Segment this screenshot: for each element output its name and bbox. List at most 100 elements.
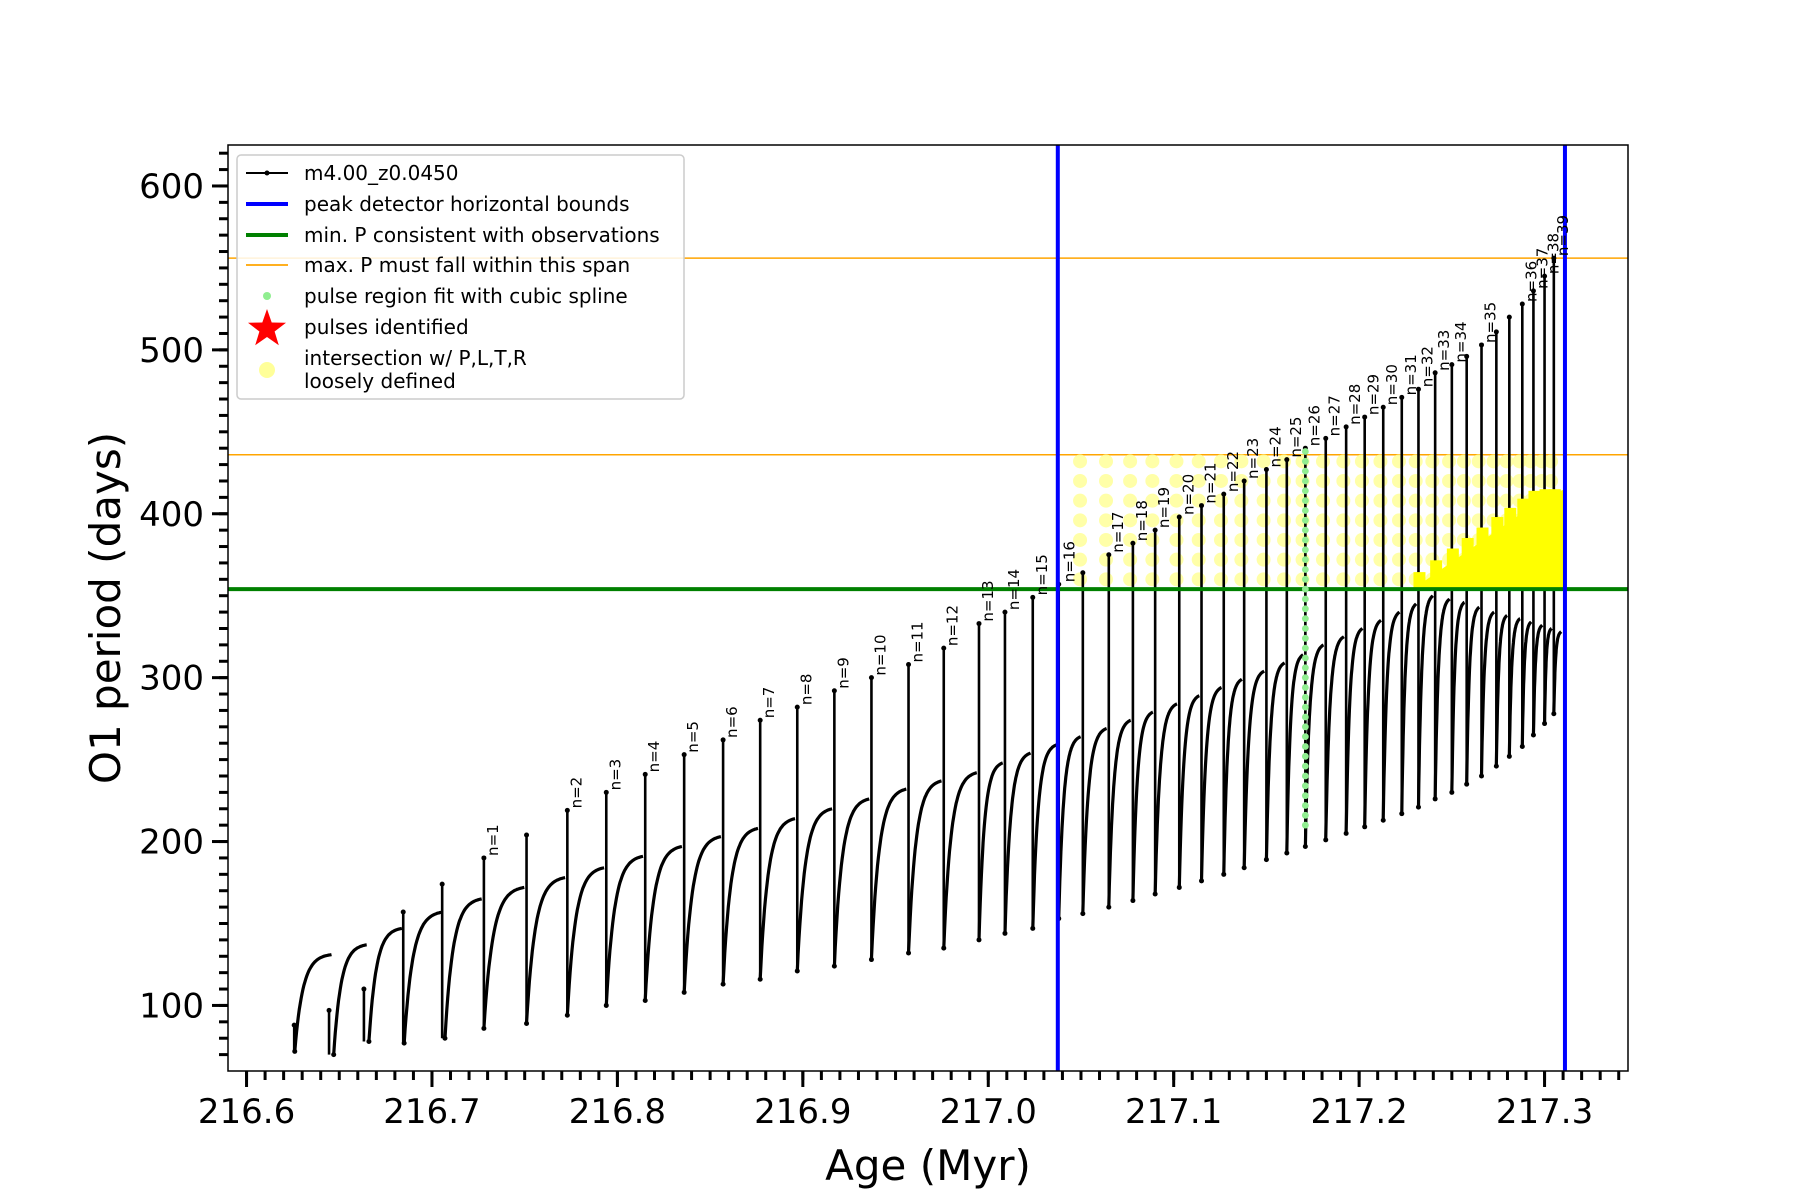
pulse-label: n=37 [1533, 248, 1551, 289]
loose-intersection-point [1213, 513, 1228, 528]
spline-fit-point [1301, 782, 1309, 790]
loose-intersection-point [1073, 473, 1088, 488]
spike-point [720, 737, 726, 743]
loose-intersection-point [1373, 572, 1388, 587]
spike-point [1284, 457, 1290, 463]
x-tick-label: 217.1 [1125, 1092, 1222, 1132]
pulse-curve [604, 854, 644, 1006]
spike-point [1343, 424, 1349, 430]
spike-point [1221, 491, 1227, 497]
loose-intersection-point [1425, 454, 1440, 469]
loose-intersection-point [1315, 513, 1330, 528]
x-tick-label: 217.3 [1496, 1092, 1593, 1132]
loose-intersection-point [1145, 513, 1160, 528]
pulse-label: n=26 [1305, 405, 1323, 446]
loose-intersection-point [1191, 532, 1206, 547]
pulse-label: n=4 [645, 741, 663, 773]
loose-intersection-point [1391, 454, 1406, 469]
spline-fit-point [1301, 467, 1309, 475]
spline-fit-point [1301, 684, 1309, 691]
loose-intersection-point [1145, 552, 1160, 567]
loose-intersection-point [1099, 532, 1114, 547]
loose-intersection-point [1191, 552, 1206, 567]
loose-intersection-point [1486, 473, 1501, 488]
spline-fit-point [1301, 477, 1309, 485]
x-tick-label: 216.6 [198, 1092, 295, 1132]
spline-fit-point [1301, 457, 1309, 465]
spline-fit-point [1301, 526, 1309, 534]
legend-swatch-circle [259, 362, 275, 378]
pulse-label: n=16 [1061, 541, 1079, 582]
pulse-curve [1400, 602, 1418, 814]
loose-intersection-point [1408, 454, 1423, 469]
loose-intersection-point [1486, 454, 1501, 469]
pulse-curve [643, 844, 683, 1001]
loose-intersection-point [1099, 513, 1114, 528]
spline-fit-point [1301, 615, 1309, 623]
pulse-label: n=22 [1224, 451, 1242, 492]
loose-intersection-point [1373, 454, 1388, 469]
pulse-curve [565, 866, 605, 1016]
pulse-curve [1303, 643, 1325, 847]
loose-intersection-point [1256, 572, 1271, 587]
spline-fit-point [1301, 546, 1309, 554]
loose-intersection-point [1256, 552, 1271, 567]
pulse-label: n=13 [979, 580, 997, 621]
pulse-curve [1031, 743, 1058, 929]
legend-swatch-dot [263, 292, 271, 300]
spike-point [400, 909, 406, 915]
loose-intersection-point [1391, 493, 1406, 508]
loose-intersection-point [1471, 473, 1486, 488]
loose-intersection-point [1354, 532, 1369, 547]
loose-intersection-point [1256, 513, 1271, 528]
spline-fit-point [1301, 516, 1309, 524]
spline-fit-point [1301, 703, 1309, 711]
pulse-curve [1416, 594, 1435, 808]
pulse-label: n=20 [1179, 474, 1197, 515]
pulse-curve [832, 797, 870, 967]
x-tick-label: 217.0 [940, 1092, 1037, 1132]
loose-intersection-point [1169, 532, 1184, 547]
pulse-curve [977, 761, 1004, 940]
loose-intersection-point [1123, 454, 1138, 469]
loose-intersection-point [1336, 572, 1351, 587]
spline-fit-point [1301, 664, 1309, 672]
loose-intersection-point [1442, 532, 1457, 547]
loose-intersection-point [1073, 532, 1088, 547]
loose-intersection-point [1169, 493, 1184, 508]
loose-intersection-point [1486, 493, 1501, 508]
loose-intersection-point [1277, 493, 1292, 508]
loose-intersection-point [1315, 552, 1330, 567]
pulse-curve [1285, 653, 1305, 854]
pulse-label: n=9 [834, 657, 852, 689]
loose-intersection-point [1336, 473, 1351, 488]
pulse-label: n=36 [1522, 261, 1540, 302]
pulse-curve [1494, 614, 1508, 767]
spline-fit-point [1301, 575, 1309, 583]
spline-fit-point [1301, 792, 1309, 800]
spike-point [439, 881, 445, 887]
spline-fit-point [1301, 723, 1309, 731]
spline-fit-group [1301, 448, 1309, 829]
spike-point [1030, 594, 1036, 600]
pulse-curve [758, 817, 796, 980]
pulse-label: n=23 [1244, 438, 1262, 479]
loose-intersection-point [1213, 473, 1228, 488]
legend-star-icon [248, 309, 286, 346]
pulse-curve [367, 926, 403, 1042]
y-axis-title: O1 period (days) [81, 432, 130, 784]
pulse-curve [1507, 617, 1521, 757]
loose-intersection-point [1234, 454, 1249, 469]
loose-intersection-point [1408, 532, 1423, 547]
loose-intersection-point [1169, 454, 1184, 469]
pulse-label: n=17 [1109, 512, 1127, 553]
pulse-point [331, 1052, 337, 1058]
pulse-label: n=12 [944, 605, 962, 646]
pulse-curve [1479, 610, 1495, 777]
loose-intersection-point [1425, 532, 1440, 547]
spline-fit-point [1301, 674, 1309, 682]
pulse-curve [1199, 686, 1223, 881]
spike-point [564, 807, 570, 813]
